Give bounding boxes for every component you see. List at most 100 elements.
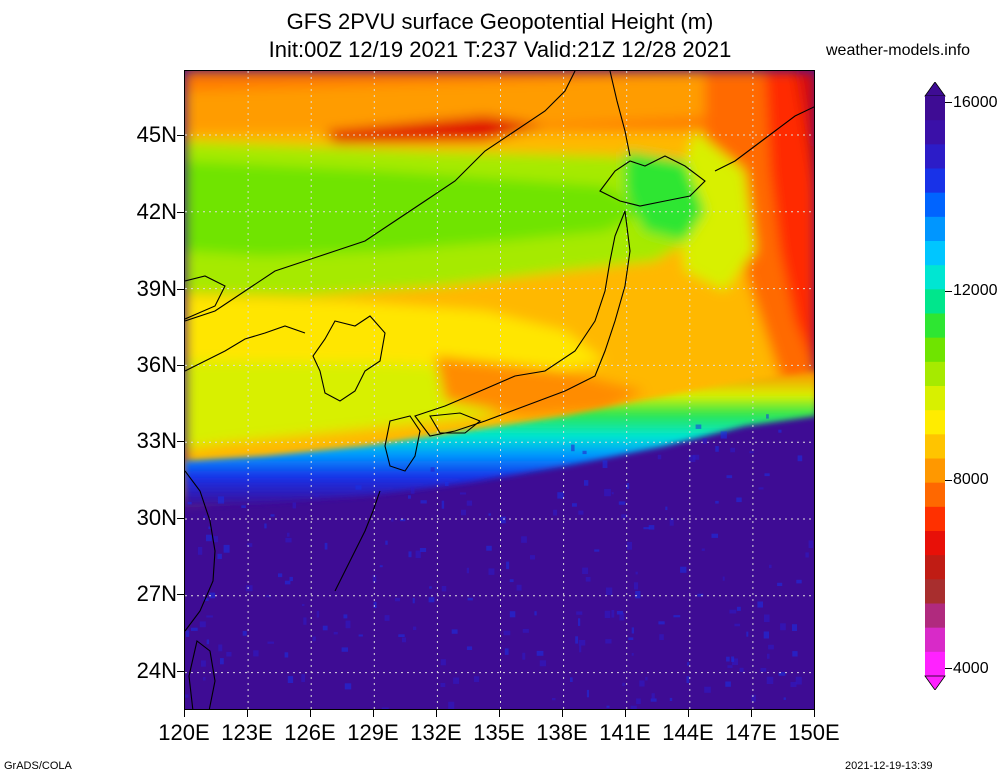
lat-tick (177, 671, 184, 672)
speckle (557, 492, 564, 499)
speckle (301, 674, 305, 683)
speckle (522, 652, 526, 660)
colorbar-segment (925, 651, 945, 677)
speckle (372, 574, 377, 583)
speckle (604, 488, 611, 497)
speckle (316, 610, 320, 618)
chart-title: GFS 2PVU surface Geopotential Height (m)… (180, 8, 820, 64)
speckle (419, 548, 427, 552)
colorbar-segment (925, 482, 945, 508)
speckle (570, 677, 573, 682)
colorbar-segment (925, 627, 945, 653)
speckle (509, 579, 514, 583)
speckle (778, 429, 782, 433)
speckle (289, 576, 293, 582)
colorbar-segment (925, 531, 945, 556)
speckle (697, 593, 704, 597)
speckle (582, 567, 589, 574)
speckle (777, 582, 783, 586)
colorbar-segment (925, 120, 945, 145)
speckle (534, 611, 537, 616)
speckle (287, 676, 294, 683)
height-field (185, 71, 814, 501)
speckle (203, 598, 209, 601)
colorbar-label-16000: 16000 (953, 94, 998, 111)
speckle (792, 624, 797, 631)
speckle (345, 620, 351, 629)
colorbar-segment (925, 361, 945, 387)
speckle (341, 647, 348, 652)
speckle (394, 597, 400, 602)
speckle (398, 634, 405, 637)
speckle (594, 549, 600, 552)
colorbar-segment (925, 216, 945, 242)
lon-tick (751, 710, 752, 717)
colorbar-min-arrow (924, 675, 946, 690)
speckle (715, 500, 719, 504)
colorbar-tick (945, 480, 952, 481)
colorbar-label-8000: 8000 (953, 471, 989, 488)
colorbar-segment (925, 96, 945, 121)
speckle (731, 656, 735, 662)
speckle (628, 637, 634, 640)
speckle (604, 610, 611, 619)
colorbar-label-4000: 4000 (953, 660, 989, 677)
speckle (701, 548, 705, 551)
speckle (611, 492, 614, 495)
speckle (780, 623, 786, 631)
colorbar-segment (925, 337, 945, 363)
speckle (270, 514, 275, 517)
speckle (648, 525, 655, 530)
lat-tick (177, 135, 184, 136)
speckle (805, 552, 809, 558)
speckle (715, 446, 719, 452)
speckle (402, 637, 407, 643)
speckle (739, 667, 744, 672)
speckle (429, 586, 432, 589)
speckle (768, 644, 774, 650)
lon-label-132e: 132E (410, 720, 462, 745)
speckle (312, 636, 316, 642)
speckle (757, 601, 763, 608)
speckle (247, 543, 253, 547)
speckle (241, 505, 246, 508)
speckle (199, 621, 206, 628)
speckle (643, 527, 650, 530)
colorbar-segment (925, 410, 945, 435)
lon-label-123e: 123E (221, 720, 273, 745)
speckle (764, 473, 770, 477)
speckle (415, 550, 421, 559)
lon-tick (814, 710, 815, 717)
colorbar-segment (925, 289, 945, 315)
lon-tick (247, 710, 248, 717)
speckle (473, 676, 480, 683)
speckle (618, 501, 626, 505)
speckle (621, 514, 627, 519)
lon-tick (688, 710, 689, 717)
colorbar-segment (925, 386, 945, 411)
speckle (536, 650, 544, 656)
speckle (631, 653, 634, 656)
lat-label-33n: 33N (136, 428, 177, 453)
speckle (736, 606, 741, 611)
speckle (217, 553, 222, 559)
speckle (412, 597, 415, 604)
site-credit: weather-models.info (826, 42, 971, 59)
speckle (410, 486, 415, 494)
lat-tick (177, 518, 184, 519)
lon-label-144e: 144E (662, 720, 714, 745)
colorbar-segment (925, 603, 945, 629)
speckle (400, 518, 406, 522)
colorbar (924, 82, 946, 690)
speckle (808, 540, 813, 549)
colorbar-segment (925, 313, 945, 339)
colorbar-label-12000: 12000 (953, 282, 998, 299)
lon-label-150e: 150E (788, 720, 840, 745)
speckle (630, 705, 637, 709)
speckle (185, 694, 189, 698)
speckle (530, 555, 535, 560)
speckle (766, 414, 769, 419)
speckle (645, 676, 648, 681)
lon-tick (373, 710, 374, 717)
speckle (576, 611, 583, 615)
